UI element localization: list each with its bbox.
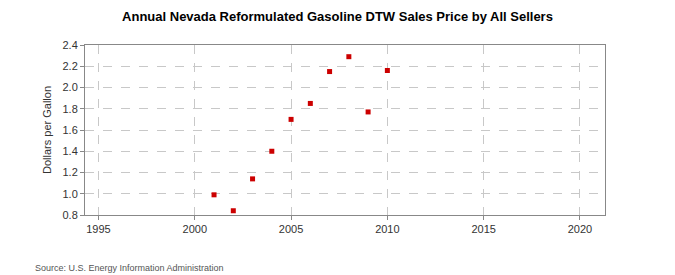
svg-text:2020: 2020 — [568, 223, 592, 235]
svg-text:1.4: 1.4 — [63, 145, 78, 157]
svg-text:2000: 2000 — [183, 223, 207, 235]
svg-text:2010: 2010 — [375, 223, 399, 235]
svg-text:Dollars per Gallon: Dollars per Gallon — [41, 86, 53, 174]
svg-text:1.2: 1.2 — [63, 166, 78, 178]
svg-text:1.8: 1.8 — [63, 103, 78, 115]
svg-text:1995: 1995 — [86, 223, 110, 235]
svg-text:Source: U.S. Energy Informatio: Source: U.S. Energy Information Administ… — [35, 263, 224, 273]
svg-text:2.2: 2.2 — [63, 60, 78, 72]
svg-text:2.4: 2.4 — [63, 39, 78, 51]
svg-text:1.0: 1.0 — [63, 188, 78, 200]
svg-text:2015: 2015 — [471, 223, 495, 235]
svg-text:1.6: 1.6 — [63, 124, 78, 136]
svg-text:Annual Nevada Reformulated Gas: Annual Nevada Reformulated Gasoline DTW … — [122, 9, 553, 24]
svg-text:2.0: 2.0 — [63, 81, 78, 93]
svg-text:2005: 2005 — [279, 223, 303, 235]
svg-text:0.8: 0.8 — [63, 209, 78, 221]
